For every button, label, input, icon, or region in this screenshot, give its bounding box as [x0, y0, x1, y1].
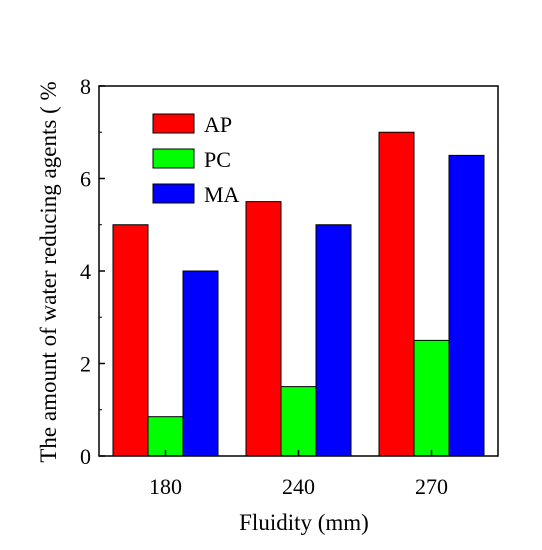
- x-tick-label: 180: [149, 474, 182, 499]
- bar-pc-240: [280, 386, 317, 457]
- bar-pc-270: [413, 339, 450, 457]
- bar-pc-180: [147, 416, 184, 457]
- legend-label-ma: MA: [204, 182, 240, 207]
- y-axis-title: The amount of water reducing agents ( %: [36, 81, 61, 462]
- ticks-layer: 0 2 4 6 8 180 240 270: [80, 74, 448, 499]
- x-tick-label: 240: [282, 474, 315, 499]
- x-tick-label: 270: [415, 474, 448, 499]
- legend-label-ap: AP: [204, 112, 232, 137]
- bar-ma-270: [448, 154, 485, 457]
- bar-ap-180: [112, 224, 149, 457]
- y-tick-label: 2: [80, 352, 91, 377]
- bar-ma-240: [315, 224, 352, 457]
- legend-swatch-ap: [152, 113, 195, 134]
- y-tick-label: 0: [80, 444, 91, 469]
- bar-ap-270: [378, 131, 415, 457]
- bar-ma-180: [182, 270, 219, 457]
- legend: AP PC MA: [152, 112, 240, 207]
- legend-label-pc: PC: [204, 147, 231, 172]
- x-axis-title: Fluidity (mm): [239, 510, 369, 535]
- legend-swatch-pc: [152, 148, 195, 169]
- bars-layer: [112, 131, 485, 457]
- y-tick-label: 4: [80, 259, 91, 284]
- y-tick-label: 6: [80, 167, 91, 192]
- y-tick-label: 8: [80, 74, 91, 99]
- legend-swatch-ma: [152, 183, 195, 204]
- bar-ap-240: [245, 201, 282, 457]
